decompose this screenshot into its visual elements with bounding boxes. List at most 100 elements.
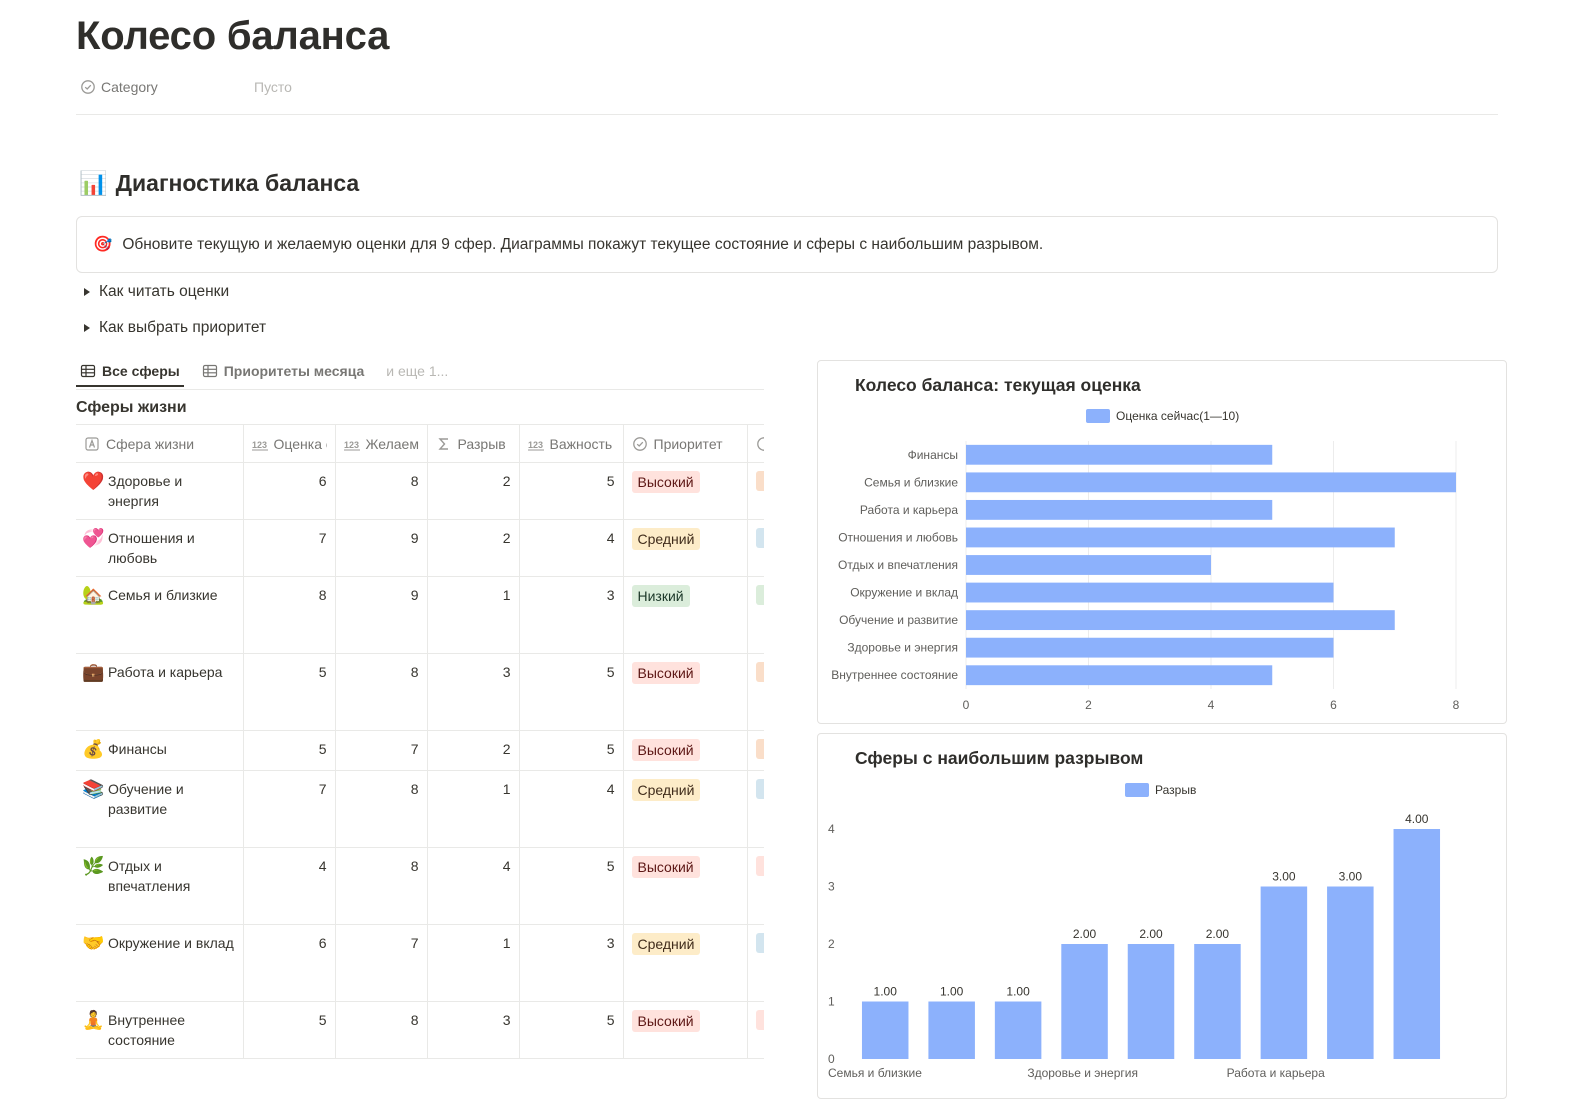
cell-desired-score[interactable]: 8 (335, 770, 428, 848)
table-row[interactable]: 🧘 Внутреннее состояние 5 8 3 5 Высокий (76, 1001, 764, 1059)
cell-gap[interactable]: 2 (427, 462, 520, 520)
cell-gap[interactable]: 1 (427, 770, 520, 848)
column-header-importance[interactable]: 123 Важность (519, 424, 624, 463)
cell-priority[interactable]: Высокий (623, 847, 748, 925)
y-category-label: Отдых и впечатления (838, 558, 958, 572)
tab-all-spheres[interactable]: Все сферы (76, 359, 184, 387)
cell-desired-score[interactable]: 9 (335, 519, 428, 577)
cell-current-score[interactable]: 6 (243, 924, 336, 1002)
toggle-triangle-icon[interactable] (84, 288, 90, 296)
property-value[interactable]: Пусто (254, 79, 292, 95)
cell-gap[interactable]: 1 (427, 924, 520, 1002)
cell-importance[interactable]: 5 (519, 730, 624, 771)
sphere-name: Окружение и вклад (108, 935, 234, 951)
cell-importance[interactable]: 5 (519, 653, 624, 731)
column-header-current[interactable]: 123 Оценка сейчас (243, 424, 336, 463)
cell-importance[interactable]: 4 (519, 770, 624, 848)
cell-cutoff[interactable] (747, 519, 764, 577)
cell-gap[interactable]: 1 (427, 576, 520, 654)
toggle-how-to-read[interactable]: Как читать оценки (84, 283, 229, 301)
cell-desired-score[interactable]: 8 (335, 1001, 428, 1059)
table-row[interactable]: 🌿 Отдых и впечатления 4 8 4 5 Высокий (76, 847, 764, 925)
cell-cutoff[interactable] (747, 847, 764, 925)
cell-importance[interactable]: 5 (519, 847, 624, 925)
cell-desired-score[interactable]: 8 (335, 653, 428, 731)
cell-sphere-name[interactable]: 🧘 Внутреннее состояние (76, 1001, 244, 1059)
cell-current-score[interactable]: 5 (243, 730, 336, 771)
chart-legend[interactable]: Разрыв (1125, 783, 1196, 797)
cell-cutoff[interactable] (747, 730, 764, 771)
cell-sphere-name[interactable]: 💞 Отношения и любовь (76, 519, 244, 577)
table-row[interactable]: 🤝 Окружение и вклад 6 7 1 3 Средний (76, 924, 764, 1002)
cell-priority[interactable]: Средний (623, 924, 748, 1002)
cell-sphere-name[interactable]: ❤️ Здоровье и энергия (76, 462, 244, 520)
property-name: Category (80, 79, 254, 95)
cell-sphere-name[interactable]: 🤝 Окружение и вклад (76, 924, 244, 1002)
cell-current-score[interactable]: 5 (243, 1001, 336, 1059)
cell-sphere-name[interactable]: 🏡 Семья и близкие (76, 576, 244, 654)
cell-desired-score[interactable]: 9 (335, 576, 428, 654)
cell-current-score[interactable]: 6 (243, 462, 336, 520)
cell-gap[interactable]: 4 (427, 847, 520, 925)
cell-priority[interactable]: Высокий (623, 730, 748, 771)
table-row[interactable]: 💰 Финансы 5 7 2 5 Высокий (76, 730, 764, 771)
cell-desired-score[interactable]: 8 (335, 462, 428, 520)
cell-importance[interactable]: 4 (519, 519, 624, 577)
cell-importance[interactable]: 5 (519, 462, 624, 520)
cell-cutoff[interactable] (747, 770, 764, 848)
toggle-how-to-prioritize[interactable]: Как выбрать приоритет (84, 319, 266, 337)
cell-gap[interactable]: 3 (427, 653, 520, 731)
cell-sphere-name[interactable]: 💼 Работа и карьера (76, 653, 244, 731)
tab-more[interactable]: и еще 1... (386, 363, 449, 379)
table-row[interactable]: 🏡 Семья и близкие 8 9 1 3 Низкий (76, 576, 764, 654)
database-title[interactable]: Сферы жизни (76, 399, 187, 416)
bar (966, 499, 1273, 520)
toggle-triangle-icon[interactable] (84, 324, 90, 332)
column-header-desired[interactable]: 123 Желаемая (335, 424, 428, 463)
column-header-cutoff[interactable] (747, 424, 764, 463)
cell-current-score[interactable]: 7 (243, 519, 336, 577)
column-header-priority[interactable]: Приоритет (623, 424, 748, 463)
cell-desired-score[interactable]: 7 (335, 924, 428, 1002)
cell-sphere-name[interactable]: 🌿 Отдых и впечатления (76, 847, 244, 925)
cell-priority[interactable]: Средний (623, 770, 748, 848)
cell-desired-score[interactable]: 8 (335, 847, 428, 925)
cell-current-score[interactable]: 7 (243, 770, 336, 848)
cell-sphere-name[interactable]: 📚 Обучение и развитие (76, 770, 244, 848)
column-header-gap[interactable]: Разрыв (427, 424, 520, 463)
cell-priority[interactable]: Высокий (623, 653, 748, 731)
cell-current-score[interactable]: 5 (243, 653, 336, 731)
cell-importance[interactable]: 5 (519, 1001, 624, 1059)
cell-priority[interactable]: Высокий (623, 1001, 748, 1059)
cell-gap[interactable]: 2 (427, 519, 520, 577)
table-row[interactable]: 💼 Работа и карьера 5 8 3 5 Высокий (76, 653, 764, 731)
cell-cutoff[interactable] (747, 653, 764, 731)
tab-monthly-priorities[interactable]: Приоритеты месяца (198, 359, 369, 385)
cutoff-tag (755, 856, 764, 876)
column-header-label: Приоритет (653, 435, 723, 452)
chart-legend[interactable]: Оценка сейчас(1—10) (1086, 409, 1239, 423)
property-row[interactable]: Category Пусто (80, 77, 292, 97)
table-row[interactable]: ❤️ Здоровье и энергия 6 8 2 5 Высокий (76, 462, 764, 520)
table-row[interactable]: 📚 Обучение и развитие 7 8 1 4 Средний (76, 770, 764, 848)
cell-cutoff[interactable] (747, 924, 764, 1002)
bar (928, 1001, 975, 1059)
cell-importance[interactable]: 3 (519, 924, 624, 1002)
cell-gap[interactable]: 2 (427, 730, 520, 771)
cell-priority[interactable]: Средний (623, 519, 748, 577)
table-row[interactable]: 💞 Отношения и любовь 7 9 2 4 Средний (76, 519, 764, 577)
cell-priority[interactable]: Низкий (623, 576, 748, 654)
cell-gap[interactable]: 3 (427, 1001, 520, 1059)
cell-priority[interactable]: Высокий (623, 462, 748, 520)
cell-cutoff[interactable] (747, 1001, 764, 1059)
cell-desired-score[interactable]: 7 (335, 730, 428, 771)
cell-cutoff[interactable] (747, 462, 764, 520)
cell-importance[interactable]: 3 (519, 576, 624, 654)
column-header-name[interactable]: Сфера жизни (76, 424, 244, 463)
cell-sphere-name[interactable]: 💰 Финансы (76, 730, 244, 771)
cell-current-score[interactable]: 8 (243, 576, 336, 654)
bar (966, 582, 1334, 603)
cell-cutoff[interactable] (747, 576, 764, 654)
cell-current-score[interactable]: 4 (243, 847, 336, 925)
page-title[interactable]: Колесо баланса (76, 14, 390, 58)
